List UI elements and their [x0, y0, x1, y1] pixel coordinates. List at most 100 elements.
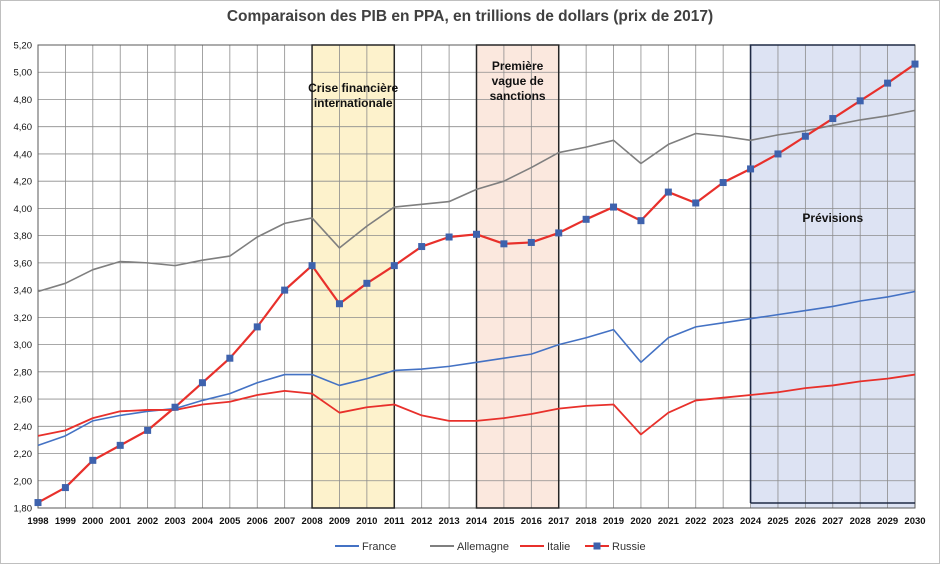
y-tick-label: 1,80: [14, 504, 33, 515]
data-point: [610, 203, 618, 211]
data-point: [637, 217, 645, 225]
data-point: [281, 286, 289, 294]
data-point: [555, 229, 563, 237]
series-line-allemagne: [37, 109, 916, 293]
x-tick-label: 2023: [713, 516, 734, 527]
y-tick-label: 4,20: [14, 177, 33, 188]
crisis-band-border: [311, 44, 396, 509]
y-axis-tick-labels: 1,80 2,00 2,20 2,40 2,60 2,80 3,00 3,20 3,40 3,60…: [14, 41, 33, 515]
x-tick-label: 1998: [27, 516, 48, 527]
legend-label: Russie: [612, 541, 646, 553]
x-tick-label: 2009: [329, 516, 350, 527]
x-tick-label: 2000: [82, 516, 103, 527]
x-tick-label: 2016: [521, 516, 542, 527]
y-tick-label: 3,60: [14, 258, 33, 269]
data-point: [89, 456, 97, 464]
annotation-band-borders: [311, 44, 915, 509]
series-markers: [34, 60, 919, 507]
x-tick-label: 2013: [439, 516, 460, 527]
legend-label: Allemagne: [457, 541, 509, 553]
series-line-france: [37, 290, 916, 447]
x-tick-label: 2001: [110, 516, 132, 527]
x-tick-label: 2018: [576, 516, 597, 527]
data-point: [774, 150, 782, 158]
x-tick-label: 2030: [904, 516, 925, 527]
chart-title: Comparaison des PIB en PPA, en trillions…: [226, 8, 714, 25]
data-point: [664, 188, 672, 196]
y-tick-label: 3,00: [14, 340, 33, 351]
y-tick-label: 4,60: [14, 122, 33, 133]
crisis-band-label: Crise financière: [308, 81, 398, 95]
x-tick-label: 2012: [411, 516, 432, 527]
data-point: [829, 115, 837, 123]
legend: France Allemagne Italie Russie: [335, 541, 646, 553]
x-tick-label: 2003: [164, 516, 185, 527]
x-tick-label: 2008: [301, 516, 322, 527]
sanctions-band-border: [475, 44, 560, 509]
crisis-band-label: internationale: [314, 96, 393, 110]
x-tick-label: 2028: [850, 516, 871, 527]
data-point: [61, 484, 69, 492]
x-tick-label: 2019: [603, 516, 624, 527]
y-tick-label: 2,60: [14, 395, 33, 406]
data-point: [144, 426, 152, 434]
series-line-italie: [37, 373, 916, 437]
y-tick-label: 3,80: [14, 231, 33, 242]
legend-label: France: [362, 541, 396, 553]
legend-label: Italie: [547, 541, 570, 553]
y-tick-label: 3,20: [14, 313, 33, 324]
y-tick-label: 2,20: [14, 449, 33, 460]
data-point: [692, 199, 700, 207]
y-tick-label: 2,40: [14, 422, 33, 433]
data-point: [253, 323, 261, 331]
data-point: [856, 97, 864, 105]
sanctions-band-label: sanctions: [490, 89, 546, 103]
x-tick-label: 2014: [466, 516, 488, 527]
x-tick-label: 2006: [247, 516, 268, 527]
x-tick-label: 2021: [658, 516, 680, 527]
data-point: [527, 238, 535, 246]
data-point: [911, 60, 919, 68]
forecast-band-border: [749, 44, 915, 504]
x-tick-label: 2020: [630, 516, 651, 527]
x-tick-label: 2026: [795, 516, 816, 527]
data-point: [363, 279, 371, 287]
x-axis-tick-labels: 1998 1999 2000 2001 2002 2003 2004 2005 2006 2007…: [27, 516, 925, 527]
sanctions-band-label: vague de: [492, 74, 544, 88]
data-point: [226, 354, 234, 362]
data-point: [418, 243, 426, 251]
data-point: [390, 262, 398, 270]
data-point: [335, 300, 343, 308]
x-tick-label: 2002: [137, 516, 158, 527]
data-point: [884, 79, 892, 87]
data-point: [500, 240, 508, 248]
data-point: [116, 441, 124, 449]
data-point: [198, 379, 206, 387]
y-tick-label: 2,00: [14, 476, 33, 487]
x-tick-label: 2007: [274, 516, 295, 527]
y-tick-label: 3,40: [14, 286, 33, 297]
sanctions-band: [476, 45, 559, 508]
x-tick-label: 1999: [55, 516, 76, 527]
data-point: [473, 230, 480, 238]
data-point: [445, 233, 453, 241]
x-tick-label: 2005: [219, 516, 241, 527]
data-point: [747, 165, 755, 173]
x-tick-label: 2010: [356, 516, 377, 527]
x-tick-label: 2004: [192, 516, 214, 527]
data-point: [171, 403, 179, 411]
y-tick-label: 5,00: [14, 68, 33, 79]
x-tick-label: 2024: [740, 516, 762, 527]
y-tick-label: 4,80: [14, 95, 33, 106]
x-tick-label: 2011: [384, 516, 405, 527]
x-tick-label: 2015: [493, 516, 515, 527]
legend-marker: [593, 542, 601, 550]
crisis-band: [312, 45, 395, 508]
y-tick-label: 4,00: [14, 204, 33, 215]
sanctions-band-label: Première: [492, 59, 544, 73]
x-tick-label: 2029: [877, 516, 898, 527]
data-point: [801, 132, 809, 140]
data-point: [582, 215, 590, 223]
